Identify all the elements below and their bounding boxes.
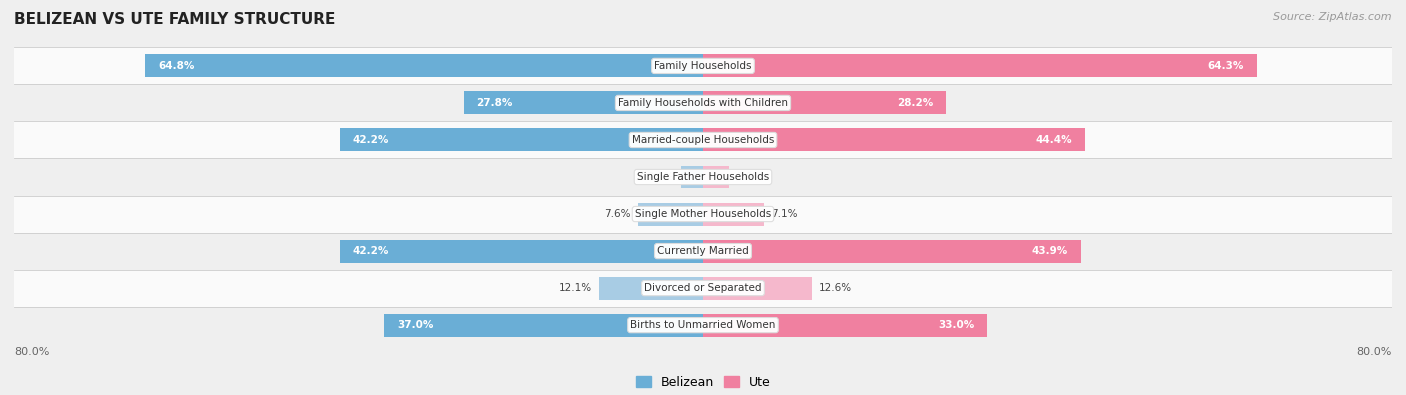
Bar [703,166,728,188]
Text: Births to Unmarried Women: Births to Unmarried Women [630,320,776,330]
Bar [14,85,1392,121]
Bar [14,307,1392,344]
Text: 43.9%: 43.9% [1032,246,1069,256]
Text: 64.8%: 64.8% [157,61,194,71]
Text: 33.0%: 33.0% [938,320,974,330]
Text: 12.6%: 12.6% [818,283,852,293]
Text: Family Households with Children: Family Households with Children [619,98,787,108]
Text: Source: ZipAtlas.com: Source: ZipAtlas.com [1274,12,1392,22]
Text: Single Mother Households: Single Mother Households [636,209,770,219]
Text: 12.1%: 12.1% [558,283,592,293]
Bar [681,166,703,188]
Bar [14,158,1392,196]
Bar [14,196,1392,233]
Text: 2.6%: 2.6% [647,172,673,182]
Bar [703,55,1257,77]
Bar [340,128,703,151]
Text: 37.0%: 37.0% [398,320,433,330]
Text: 80.0%: 80.0% [1357,347,1392,357]
Bar [340,240,703,263]
Bar [145,55,703,77]
Legend: Belizean, Ute: Belizean, Ute [630,371,776,394]
Bar [703,314,987,337]
Text: 28.2%: 28.2% [897,98,934,108]
Bar [14,47,1392,85]
Text: Single Father Households: Single Father Households [637,172,769,182]
Bar [703,92,946,115]
Bar [703,128,1085,151]
Text: 7.6%: 7.6% [605,209,631,219]
Bar [703,240,1081,263]
Text: 7.1%: 7.1% [770,209,797,219]
Bar [464,92,703,115]
Text: Divorced or Separated: Divorced or Separated [644,283,762,293]
Bar [384,314,703,337]
Text: 42.2%: 42.2% [353,246,389,256]
Bar [637,203,703,226]
Bar [14,269,1392,307]
Text: BELIZEAN VS UTE FAMILY STRUCTURE: BELIZEAN VS UTE FAMILY STRUCTURE [14,12,336,27]
Text: 64.3%: 64.3% [1208,61,1244,71]
Bar [703,276,811,299]
Bar [14,233,1392,269]
Text: 44.4%: 44.4% [1036,135,1073,145]
Text: Married-couple Households: Married-couple Households [631,135,775,145]
Bar [14,121,1392,158]
Text: 3.0%: 3.0% [735,172,762,182]
Text: 27.8%: 27.8% [477,98,513,108]
Bar [703,203,763,226]
Text: 80.0%: 80.0% [14,347,49,357]
Text: Family Households: Family Households [654,61,752,71]
Text: 42.2%: 42.2% [353,135,389,145]
Text: Currently Married: Currently Married [657,246,749,256]
Bar [599,276,703,299]
